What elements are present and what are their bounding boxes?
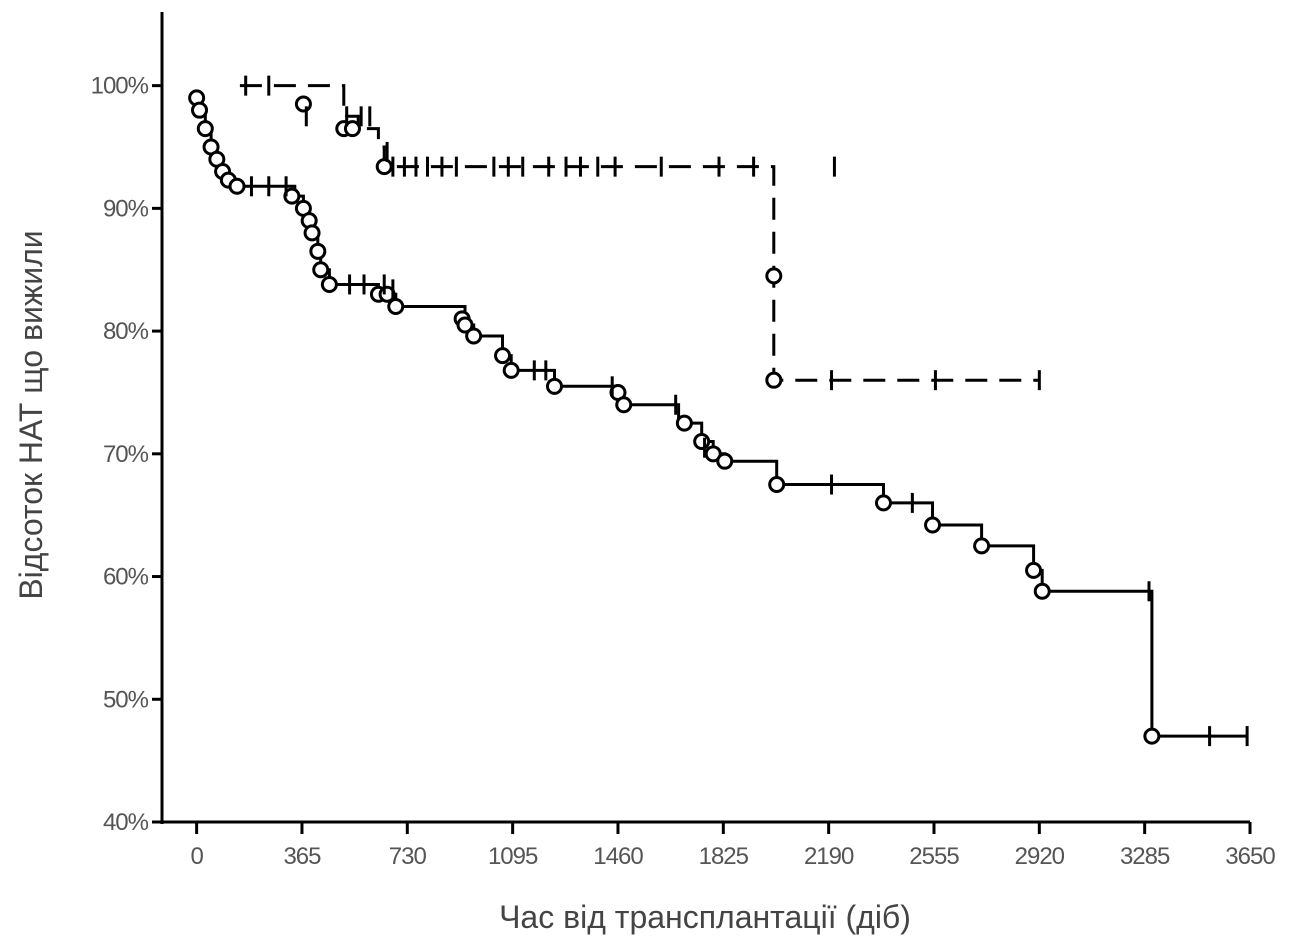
event-marker bbox=[456, 316, 474, 334]
x-tick-label: 1825 bbox=[699, 843, 749, 870]
event-marker bbox=[312, 261, 330, 279]
event-marker bbox=[704, 445, 722, 463]
event-marker bbox=[1143, 727, 1161, 745]
y-tick-label: 60% bbox=[103, 564, 149, 591]
y-tick-label: 40% bbox=[103, 809, 149, 836]
event-marker bbox=[494, 347, 512, 365]
event-marker bbox=[693, 433, 711, 451]
event-marker bbox=[1025, 561, 1043, 579]
event-marker bbox=[675, 414, 693, 432]
x-tick-label: 2190 bbox=[804, 843, 854, 870]
event-marker bbox=[228, 177, 246, 195]
x-tick-label: 2920 bbox=[1015, 843, 1065, 870]
event-marker bbox=[973, 537, 991, 555]
x-tick-label: 3285 bbox=[1120, 843, 1170, 870]
event-marker bbox=[387, 298, 405, 316]
x-axis-title: Час від трансплантації (діб) bbox=[499, 899, 911, 935]
x-tick-label: 730 bbox=[389, 843, 427, 870]
km-curve-line bbox=[196, 96, 1248, 738]
event-marker bbox=[343, 120, 361, 138]
event-marker bbox=[765, 371, 783, 389]
event-marker bbox=[874, 494, 892, 512]
x-tick-label: 2555 bbox=[909, 843, 959, 870]
event-marker bbox=[502, 361, 520, 379]
y-tick-label: 80% bbox=[103, 318, 149, 345]
y-tick-label: 90% bbox=[103, 195, 149, 222]
x-tick-label: 1460 bbox=[593, 843, 643, 870]
y-tick-label: 100% bbox=[91, 73, 149, 100]
x-tick-label: 365 bbox=[283, 843, 321, 870]
series-layer bbox=[188, 75, 1249, 747]
event-marker bbox=[303, 224, 321, 242]
event-marker bbox=[196, 120, 214, 138]
event-marker bbox=[191, 101, 209, 119]
event-marker bbox=[320, 275, 338, 293]
x-tick-label: 3650 bbox=[1225, 843, 1275, 870]
event-marker bbox=[309, 242, 327, 260]
event-marker bbox=[768, 476, 786, 493]
event-marker bbox=[294, 95, 312, 113]
km-series-2 bbox=[239, 75, 1041, 391]
event-marker bbox=[765, 267, 783, 285]
event-marker bbox=[716, 452, 734, 470]
y-axis-title: Відсоток НАТ що вижили bbox=[13, 230, 49, 599]
x-tick-label: 1095 bbox=[488, 843, 538, 870]
y-tick-label: 70% bbox=[103, 441, 149, 468]
event-marker bbox=[1033, 582, 1051, 600]
x-tick-label: 0 bbox=[190, 843, 203, 870]
event-marker bbox=[375, 158, 393, 176]
event-marker bbox=[545, 377, 563, 395]
event-marker bbox=[465, 327, 483, 345]
km-series-1 bbox=[188, 89, 1249, 747]
y-tick-label: 50% bbox=[103, 686, 149, 713]
axes: 40% 50% 60% 70% 80% 90% 100% 0 365 730 1095 1460 182… bbox=[91, 12, 1276, 870]
event-marker bbox=[615, 396, 633, 414]
event-marker bbox=[924, 516, 942, 534]
